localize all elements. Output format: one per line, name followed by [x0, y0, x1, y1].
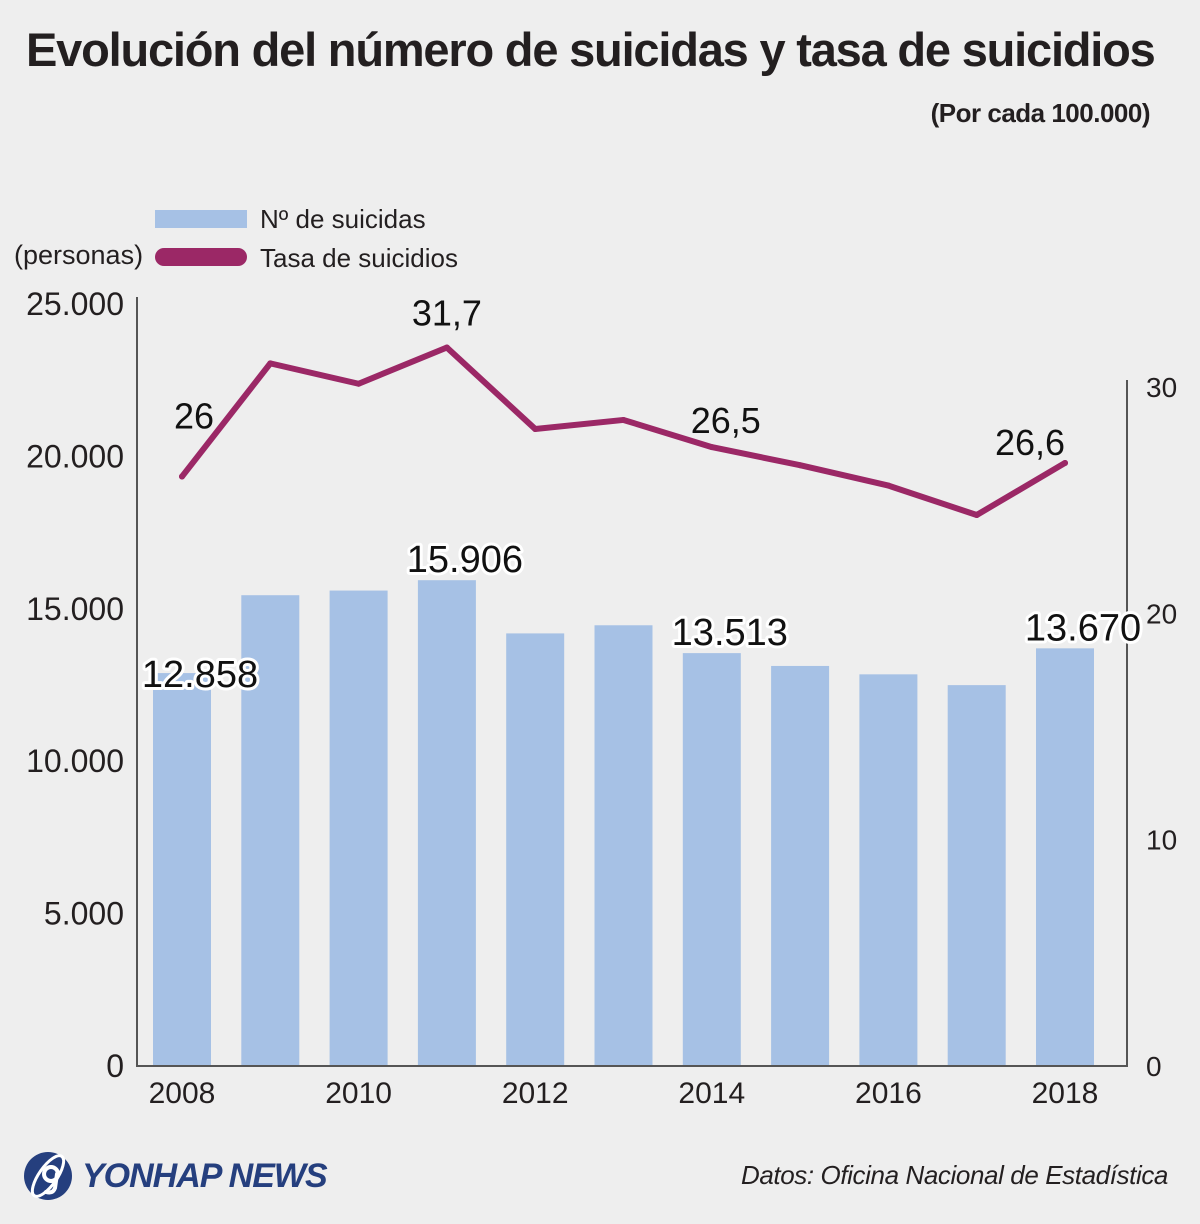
- rate-point-2011: [443, 344, 450, 351]
- bar-value-label: 12.858: [142, 654, 258, 696]
- rate-point-2008: [179, 473, 185, 480]
- bar-2017: [947, 685, 1006, 1065]
- rate-point-2015: [797, 462, 804, 469]
- bar-2009: [241, 595, 300, 1065]
- bar-2014: [682, 653, 741, 1065]
- rate-point-2018: [1062, 459, 1068, 466]
- rate-point-2017: [973, 512, 980, 519]
- x-tick-label: 2016: [855, 1077, 922, 1110]
- left-tick-label: 15.000: [26, 591, 124, 627]
- rate-point-2009: [267, 360, 274, 367]
- legend-bar-swatch: [155, 210, 247, 228]
- bar-2015: [771, 665, 830, 1065]
- right-tick-label: 10: [1146, 825, 1177, 856]
- rate-point-2016: [885, 482, 892, 489]
- left-tick-label: 5.000: [44, 896, 124, 932]
- line-value-label: 26,5: [691, 400, 761, 441]
- left-tick-label: 0: [106, 1048, 124, 1084]
- source-note: Datos: Oficina Nacional de Estadística: [740, 1160, 1168, 1190]
- bar-value-label: 15.906: [407, 539, 523, 581]
- right-tick-label: 20: [1146, 598, 1177, 629]
- line-value-label: 31,7: [412, 293, 482, 334]
- legend-line-label: Tasa de suicidios: [260, 243, 458, 273]
- rate-point-2014: [708, 444, 715, 451]
- chart-title: Evolución del número de suicidas y tasa …: [26, 23, 1156, 76]
- x-tick-label: 2018: [1032, 1077, 1099, 1110]
- rate-point-2010: [355, 380, 362, 387]
- legend-bar-label: Nº de suicidas: [260, 204, 426, 234]
- x-tick-label: 2014: [678, 1077, 745, 1110]
- rate-point-2013: [620, 416, 627, 423]
- left-tick-label: 20.000: [26, 438, 124, 474]
- bar-value-label: 13.513: [672, 612, 788, 654]
- bar-value-label: 13.670: [1025, 607, 1141, 649]
- bar-2010: [329, 590, 388, 1065]
- bar-2008: [153, 673, 211, 1065]
- logo-text: YONHAP NEWS: [82, 1156, 328, 1195]
- bar-2012: [506, 633, 565, 1065]
- line-value-label: 26: [174, 396, 214, 437]
- rate-line: [179, 344, 1068, 519]
- bar-2011: [417, 580, 476, 1065]
- bar-2013: [594, 625, 653, 1065]
- right-tick-label: 30: [1146, 372, 1177, 403]
- left-tick-label: 25.000: [26, 286, 124, 322]
- x-tick-label: 2012: [502, 1077, 569, 1110]
- x-tick-label: 2010: [325, 1077, 392, 1110]
- left-axis-label: (personas): [14, 240, 143, 270]
- legend-line-swatch: [155, 248, 247, 266]
- bar-2016: [859, 674, 918, 1065]
- right-tick-label: 0: [1146, 1051, 1162, 1082]
- rate-point-2012: [532, 426, 539, 433]
- bar-2018: [1036, 648, 1094, 1065]
- yonhap-globe-icon: [24, 1152, 72, 1200]
- left-tick-label: 10.000: [26, 743, 124, 779]
- chart-subtitle: (Por cada 100.000): [930, 98, 1151, 128]
- x-tick-label: 2008: [149, 1077, 216, 1110]
- line-value-label: 26,6: [995, 422, 1065, 463]
- yonhap-logo: YONHAP NEWS: [22, 1150, 328, 1202]
